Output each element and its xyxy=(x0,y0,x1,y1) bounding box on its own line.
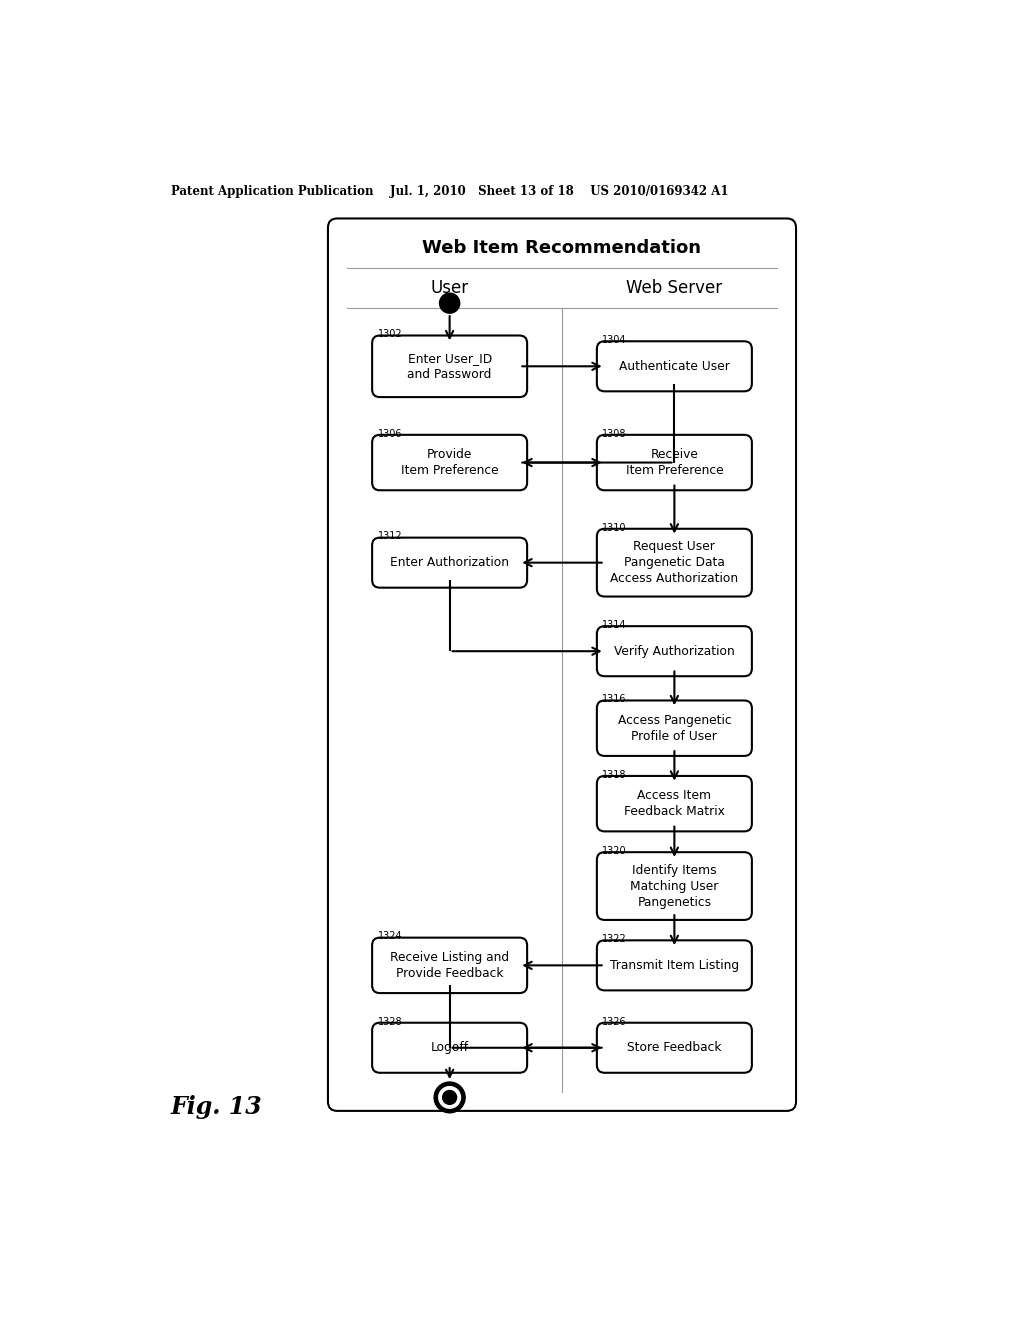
FancyBboxPatch shape xyxy=(372,937,527,993)
FancyBboxPatch shape xyxy=(372,537,527,587)
Text: Patent Application Publication    Jul. 1, 2010   Sheet 13 of 18    US 2010/01693: Patent Application Publication Jul. 1, 2… xyxy=(171,185,728,198)
FancyBboxPatch shape xyxy=(597,776,752,832)
Text: 1318: 1318 xyxy=(602,770,627,780)
Text: Web Item Recommendation: Web Item Recommendation xyxy=(423,239,701,256)
Text: 1328: 1328 xyxy=(378,1016,402,1027)
Text: 1310: 1310 xyxy=(602,523,627,532)
Text: 1308: 1308 xyxy=(602,429,627,438)
Text: 1314: 1314 xyxy=(602,620,627,630)
Text: 1324: 1324 xyxy=(378,932,402,941)
FancyBboxPatch shape xyxy=(597,342,752,391)
Circle shape xyxy=(434,1082,465,1113)
FancyBboxPatch shape xyxy=(372,1023,527,1073)
FancyBboxPatch shape xyxy=(597,626,752,676)
Text: 1326: 1326 xyxy=(602,1016,627,1027)
Text: Receive
Item Preference: Receive Item Preference xyxy=(626,447,723,477)
Text: User: User xyxy=(430,279,469,297)
Text: Fig. 13: Fig. 13 xyxy=(171,1096,262,1119)
Text: 1312: 1312 xyxy=(378,532,402,541)
FancyBboxPatch shape xyxy=(372,434,527,490)
Text: Receive Listing and
Provide Feedback: Receive Listing and Provide Feedback xyxy=(390,950,509,979)
Text: Logoff: Logoff xyxy=(430,1041,469,1055)
Text: Transmit Item Listing: Transmit Item Listing xyxy=(610,958,739,972)
Text: Store Feedback: Store Feedback xyxy=(627,1041,722,1055)
Text: Access Pangenetic
Profile of User: Access Pangenetic Profile of User xyxy=(617,714,731,743)
Text: Enter Authorization: Enter Authorization xyxy=(390,556,509,569)
FancyBboxPatch shape xyxy=(597,940,752,990)
Text: 1320: 1320 xyxy=(602,846,627,857)
FancyBboxPatch shape xyxy=(372,335,527,397)
FancyBboxPatch shape xyxy=(328,218,796,1111)
Text: 1302: 1302 xyxy=(378,330,402,339)
FancyBboxPatch shape xyxy=(597,529,752,597)
Circle shape xyxy=(439,293,460,313)
Text: Provide
Item Preference: Provide Item Preference xyxy=(400,447,499,477)
Text: Enter User_ID
and Password: Enter User_ID and Password xyxy=(408,352,492,380)
Text: Request User
Pangenetic Data
Access Authorization: Request User Pangenetic Data Access Auth… xyxy=(610,540,738,585)
FancyBboxPatch shape xyxy=(597,1023,752,1073)
Text: 1316: 1316 xyxy=(602,694,627,705)
Text: 1322: 1322 xyxy=(602,935,627,944)
FancyBboxPatch shape xyxy=(597,701,752,756)
Text: 1304: 1304 xyxy=(602,335,627,345)
Text: Identify Items
Matching User
Pangenetics: Identify Items Matching User Pangenetics xyxy=(630,863,719,908)
Text: Access Item
Feedback Matrix: Access Item Feedback Matrix xyxy=(624,789,725,818)
Circle shape xyxy=(442,1090,457,1105)
Circle shape xyxy=(438,1086,461,1109)
Text: 1306: 1306 xyxy=(378,429,402,438)
Text: Web Server: Web Server xyxy=(627,279,723,297)
Text: Verify Authorization: Verify Authorization xyxy=(614,644,735,657)
FancyBboxPatch shape xyxy=(597,853,752,920)
Text: Authenticate User: Authenticate User xyxy=(618,360,730,372)
FancyBboxPatch shape xyxy=(597,434,752,490)
